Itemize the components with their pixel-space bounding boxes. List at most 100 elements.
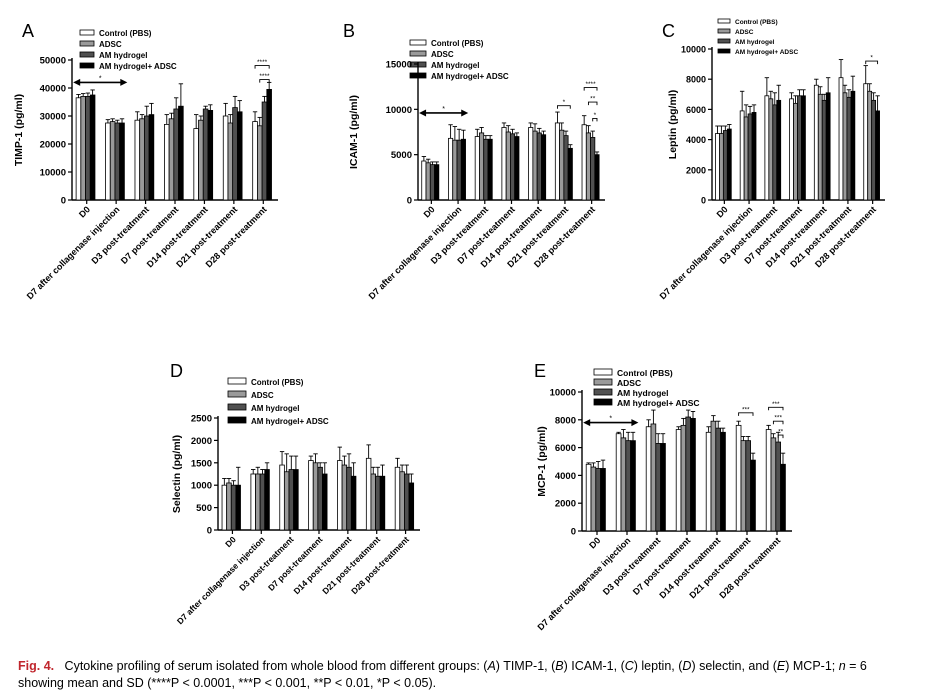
bar — [202, 108, 209, 201]
bar — [710, 420, 717, 532]
bar — [408, 482, 415, 531]
legend-swatch — [79, 51, 95, 58]
caption-ref-a: A — [487, 659, 496, 673]
bar — [479, 132, 485, 201]
bar — [288, 469, 295, 531]
bar — [230, 484, 237, 531]
x-tick-label: D0 — [422, 204, 437, 219]
y-tick-label: 0 — [571, 527, 576, 538]
legend-label: AM hydrogel — [735, 39, 775, 46]
bar — [346, 466, 352, 531]
bar — [528, 127, 534, 201]
bar — [590, 137, 596, 201]
bar — [772, 104, 778, 201]
bar — [232, 107, 238, 201]
significance-bracket — [738, 412, 754, 416]
x-tick-label: D7 post-treatment — [631, 535, 693, 597]
panel-d: D Control (PBS) ADSC AM hydrogel AM hydrogel… — [170, 361, 420, 626]
bar — [164, 124, 170, 201]
caption-text: = 6 — [845, 659, 867, 673]
y-tick-label: 2000 — [686, 165, 706, 175]
legend-label: Control (PBS) — [431, 39, 484, 48]
y-tick-label: 4000 — [686, 135, 706, 145]
bar — [715, 133, 720, 201]
y-tick-label: 30000 — [40, 112, 66, 123]
bar — [261, 101, 268, 201]
bar — [85, 96, 91, 201]
significance-label: * — [870, 55, 873, 62]
y-axis-label: Leptin (pg/ml) — [667, 90, 679, 159]
bar — [256, 125, 263, 201]
bar — [770, 437, 777, 532]
bar — [797, 95, 802, 201]
bar — [226, 482, 232, 531]
panel-letter-a: A — [22, 21, 34, 41]
panel-b: B Control (PBS) ADSC AM hydrogel AM hydrogel… — [343, 21, 605, 301]
bar — [793, 102, 798, 201]
significance-bracket — [772, 420, 784, 425]
y-axis-label: TIMP-1 (pg/ml) — [13, 94, 25, 166]
legend-swatch — [593, 398, 613, 406]
arrow-head-left — [583, 419, 591, 427]
bar — [434, 164, 440, 201]
bar — [590, 466, 597, 532]
bar — [89, 94, 96, 201]
bar — [532, 130, 538, 201]
caption-ref-c: C — [624, 659, 634, 673]
bar — [789, 98, 794, 201]
bar — [765, 429, 772, 532]
bar — [594, 154, 600, 201]
bar — [690, 418, 696, 532]
caption-text: ) ICAM-1, ( — [563, 659, 625, 673]
y-tick-label: 4000 — [555, 471, 576, 482]
bar — [114, 122, 121, 201]
significance-label: ** — [778, 429, 784, 436]
legend-swatch — [593, 368, 613, 376]
bar — [581, 124, 587, 201]
bar — [660, 443, 666, 532]
legend-label: Control (PBS) — [617, 368, 673, 378]
caption-figure-label: Fig. 4. — [18, 659, 55, 673]
bar — [719, 133, 724, 201]
bar — [768, 98, 774, 201]
bar — [801, 95, 806, 201]
legend-swatch — [717, 18, 731, 24]
bar — [764, 95, 770, 201]
y-tick-label: 0 — [701, 196, 706, 206]
caption-line-1: Fig. 4. Cytokine profiling of serum isol… — [18, 658, 938, 675]
significance-bracket — [556, 105, 571, 109]
y-tick-label: 8000 — [555, 415, 576, 426]
bar — [148, 114, 155, 201]
legend-label: Control (PBS) — [251, 378, 304, 387]
caption-ref-b: B — [555, 659, 564, 673]
legend-label: AM hydrogel — [431, 61, 479, 70]
bar — [875, 110, 880, 201]
legend-swatch — [227, 403, 247, 411]
bar — [236, 111, 243, 201]
significance-bracket — [777, 434, 784, 439]
bar — [850, 90, 856, 201]
y-tick-label: 1000 — [191, 481, 212, 492]
bar — [505, 131, 511, 201]
legend-label: ADSC — [251, 391, 274, 400]
bar — [119, 122, 125, 201]
bar — [394, 466, 401, 531]
bar — [620, 437, 627, 532]
x-tick-label: D0 — [77, 204, 92, 219]
bar — [842, 92, 848, 201]
bar — [735, 424, 742, 532]
bar — [139, 118, 145, 201]
significance-label: **** — [257, 59, 268, 66]
legend-label: ADSC — [735, 29, 754, 36]
legend-label: Control (PBS) — [735, 19, 778, 26]
panel-c: C Control (PBS) ADSC AM hydrogel AM hydrogel… — [658, 18, 885, 301]
y-tick-label: 0 — [407, 196, 412, 207]
bar — [134, 119, 141, 201]
legend-label: AM hydrogel+ ADSC — [735, 49, 798, 56]
bar — [207, 110, 214, 201]
bar — [487, 138, 493, 201]
legend-label: AM hydrogel — [99, 51, 147, 60]
bar — [745, 440, 751, 532]
legend-label: ADSC — [617, 378, 641, 388]
significance-label: ** — [590, 96, 596, 103]
